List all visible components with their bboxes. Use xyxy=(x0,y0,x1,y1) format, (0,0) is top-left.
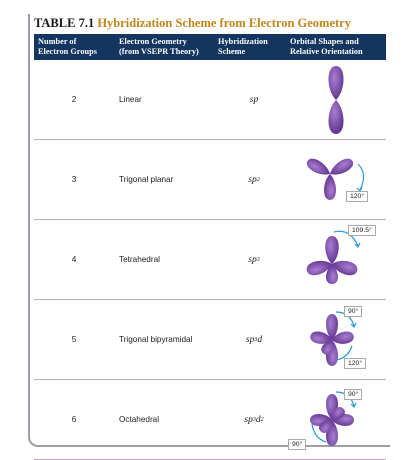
scheme-cell: sp xyxy=(219,60,289,139)
table-title: TABLE 7.1 Hybridization Scheme from Elec… xyxy=(34,16,351,31)
header-hybridization-scheme: Hybridization Scheme xyxy=(218,37,268,57)
orbital-diagram-octahedral: 90° 90° xyxy=(286,380,386,460)
table-row: 6 Octahedral sp 3 d 2 xyxy=(34,380,386,460)
orbital-diagram-trigonal-bipyramidal: 90° 120° xyxy=(286,300,386,380)
electron-groups-cell: 5 xyxy=(34,300,114,379)
geometry-cell: Trigonal planar xyxy=(119,140,219,219)
angle-label: 120° xyxy=(346,191,368,202)
orbital-diagram-linear xyxy=(286,60,386,140)
orbital-diagram-trigonal-planar: 120° xyxy=(286,140,386,220)
sp2-orbital-icon xyxy=(286,140,386,220)
geometry-cell: Octahedral xyxy=(119,380,219,459)
scheme-cell: sp 3 xyxy=(219,220,289,299)
header-orbital-shapes: Orbital Shapes and Relative Orientation xyxy=(290,37,363,57)
angle-label: 90° xyxy=(344,389,362,400)
angle-label: 90° xyxy=(288,439,306,450)
geometry-cell: Tetrahedral xyxy=(119,220,219,299)
header-electron-groups: Number of Electron Groups xyxy=(38,37,97,57)
table-row: 4 Tetrahedral sp 3 109. xyxy=(34,220,386,300)
orbital-diagram-tetrahedral: 109.5° xyxy=(286,220,386,300)
scheme-cell: sp 2 xyxy=(219,140,289,219)
angle-label: 90° xyxy=(344,306,362,317)
geometry-cell: Linear xyxy=(119,60,219,139)
sp3d-orbital-icon xyxy=(286,300,386,380)
electron-groups-cell: 2 xyxy=(34,60,114,139)
table-header: Number of Electron Groups Electron Geome… xyxy=(34,34,386,60)
angle-label: 109.5° xyxy=(348,225,376,236)
header-electron-geometry: Electron Geometry (from VSEPR Theory) xyxy=(119,37,199,57)
electron-groups-cell: 6 xyxy=(34,380,114,459)
scheme-cell: sp 3 d 2 xyxy=(219,380,289,459)
sp-orbital-icon xyxy=(286,60,386,140)
table-row: 5 Trigonal bipyramidal sp 3 d xyxy=(34,300,386,380)
geometry-cell: Trigonal bipyramidal xyxy=(119,300,219,379)
scheme-cell: sp 3 d xyxy=(219,300,289,379)
table-row: 2 Linear sp xyxy=(34,60,386,140)
electron-groups-cell: 4 xyxy=(34,220,114,299)
angle-label: 120° xyxy=(344,358,366,369)
electron-groups-cell: 3 xyxy=(34,140,114,219)
table-title-text: Hybridization Scheme from Electron Geome… xyxy=(97,16,351,30)
table-row: 3 Trigonal planar sp 2 120° xyxy=(34,140,386,220)
table-title-number: TABLE 7.1 xyxy=(34,16,94,30)
